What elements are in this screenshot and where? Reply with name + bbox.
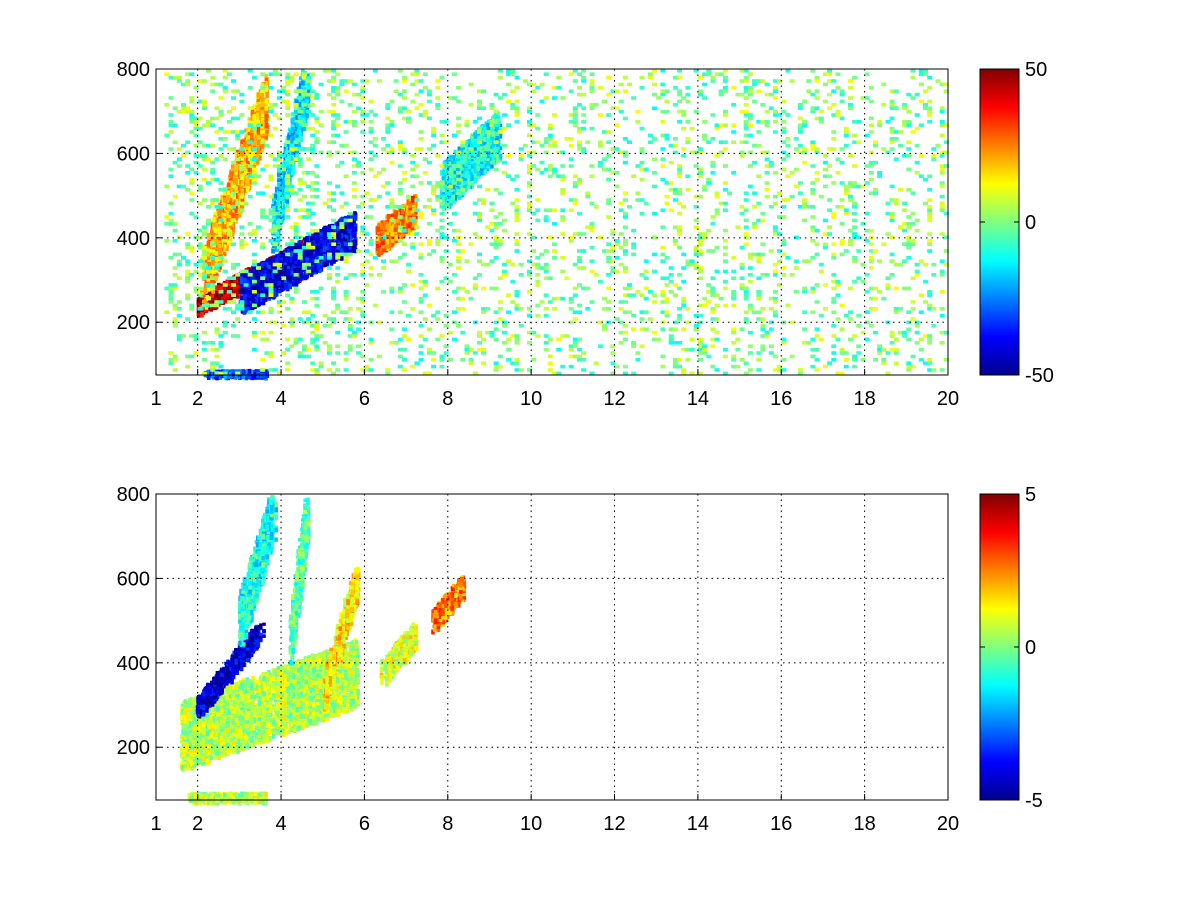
heatmap-cell bbox=[247, 117, 251, 121]
heatmap-cell bbox=[206, 278, 210, 282]
heatmap-cell bbox=[256, 148, 261, 155]
heatmap-cell bbox=[212, 224, 216, 228]
heatmap-cell bbox=[226, 182, 231, 187]
heatmap-cell bbox=[226, 194, 231, 201]
heatmap-cell bbox=[212, 217, 216, 223]
heatmap-cell bbox=[219, 293, 224, 297]
heatmap-cell bbox=[260, 110, 265, 115]
heatmap-cell bbox=[214, 257, 219, 262]
heatmap-cell bbox=[200, 311, 204, 318]
heatmap-cell bbox=[214, 291, 219, 295]
heatmap-cell bbox=[351, 230, 356, 237]
heatmap-cell bbox=[302, 239, 306, 244]
heatmap-cell bbox=[311, 269, 315, 273]
heatmap-cell bbox=[256, 140, 261, 145]
heatmap-cell bbox=[223, 287, 227, 291]
heatmap-cell bbox=[218, 243, 222, 249]
heatmap-cell bbox=[264, 81, 268, 86]
heatmap-cell bbox=[217, 287, 221, 293]
heatmap-cell bbox=[240, 180, 244, 187]
heatmap-cell bbox=[217, 295, 221, 301]
heatmap-cell bbox=[234, 209, 238, 213]
heatmap-cell bbox=[234, 164, 238, 169]
heatmap-cell bbox=[218, 237, 222, 241]
heatmap-cell bbox=[206, 232, 210, 237]
heatmap-cell bbox=[260, 97, 265, 102]
heatmap-cell bbox=[250, 133, 254, 138]
heatmap-top bbox=[164, 69, 949, 381]
heatmap-cell bbox=[218, 226, 222, 233]
heatmap-cell bbox=[227, 215, 232, 219]
heatmap-cell bbox=[233, 280, 237, 284]
heatmap-cell bbox=[201, 299, 206, 304]
heatmap-cell bbox=[256, 135, 261, 140]
heatmap-cell bbox=[196, 311, 201, 317]
heatmap-cell bbox=[236, 292, 240, 299]
heatmap-cell bbox=[214, 238, 219, 245]
heatmap-cell bbox=[240, 204, 245, 209]
heatmap-cell bbox=[227, 296, 231, 302]
heatmap-cell bbox=[202, 305, 207, 310]
heatmap-cell bbox=[237, 284, 241, 289]
heatmap-cell bbox=[222, 298, 226, 303]
heatmap-cell bbox=[255, 106, 260, 111]
heatmap-cell bbox=[234, 178, 238, 184]
heatmap-cell bbox=[229, 173, 234, 179]
heatmap-cell bbox=[240, 157, 244, 161]
heatmap-cell bbox=[260, 119, 265, 124]
heatmap-cell bbox=[252, 114, 256, 120]
heatmap-cell bbox=[202, 308, 207, 312]
heatmap-cell bbox=[214, 230, 218, 234]
heatmap-cell bbox=[264, 113, 268, 117]
heatmap-cell bbox=[260, 101, 265, 108]
heatmap-cell bbox=[264, 135, 268, 140]
heatmap-cell bbox=[206, 253, 210, 257]
heatmap-cell bbox=[226, 204, 231, 208]
heatmap-cell bbox=[214, 286, 218, 292]
heatmap-cell bbox=[214, 251, 219, 256]
heatmap-cell bbox=[218, 208, 222, 214]
heatmap-cell bbox=[256, 92, 261, 98]
heatmap-cell bbox=[214, 275, 219, 282]
heatmap-cell bbox=[255, 114, 260, 119]
heatmap-cell bbox=[214, 294, 219, 299]
heatmap-cell bbox=[223, 290, 227, 295]
heatmap-cell bbox=[222, 197, 227, 203]
heatmap-cell bbox=[226, 208, 231, 212]
heatmap-cell bbox=[348, 224, 352, 230]
heatmap-cell bbox=[210, 294, 215, 298]
heatmap-cell bbox=[264, 99, 268, 104]
heatmap-cell bbox=[260, 114, 265, 118]
heatmap-cell bbox=[264, 106, 268, 110]
heatmap-cell bbox=[245, 187, 250, 192]
heatmap-cell bbox=[264, 118, 268, 123]
heatmap-cell bbox=[233, 289, 237, 293]
heatmap-cell bbox=[256, 98, 261, 102]
heatmap-cell bbox=[264, 123, 268, 129]
heatmap-cell bbox=[265, 92, 269, 99]
heatmap-cell bbox=[218, 249, 222, 255]
heatmap-cell bbox=[206, 241, 210, 247]
heatmap-cell bbox=[239, 151, 244, 156]
